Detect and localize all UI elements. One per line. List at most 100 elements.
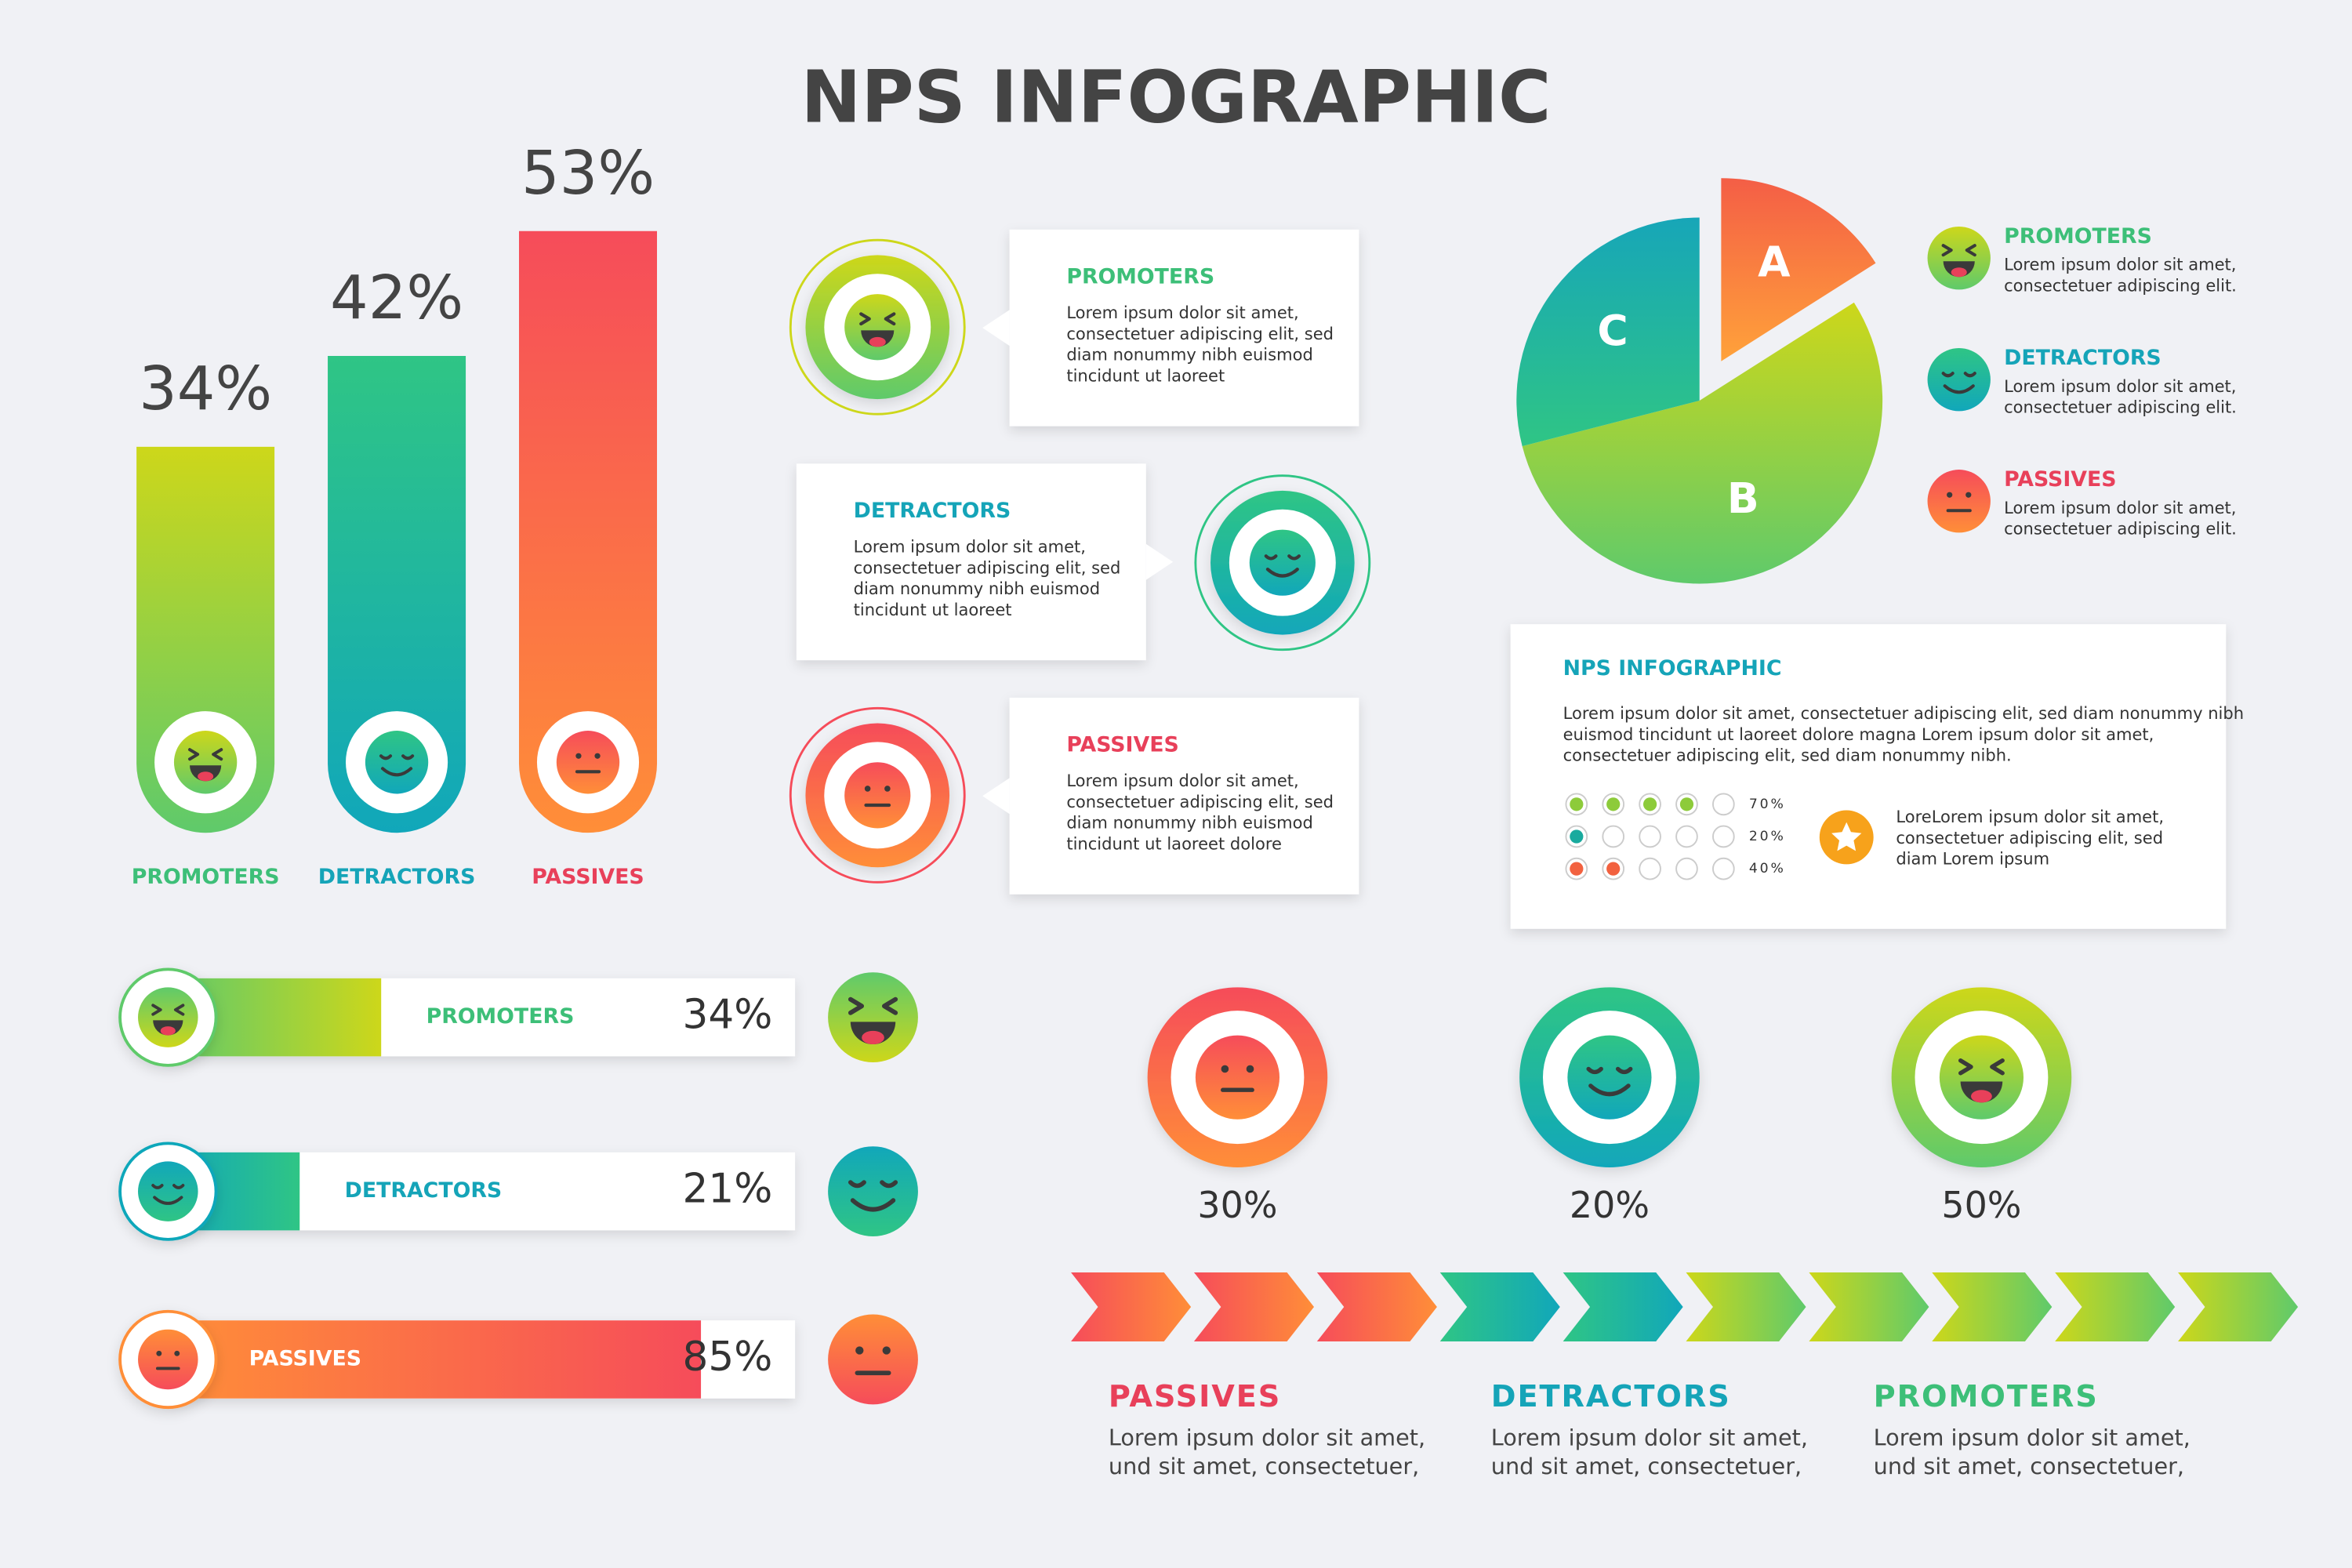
value-label: 20%: [1570, 1184, 1650, 1226]
eye: [864, 786, 871, 792]
face-disc: [1927, 226, 1991, 290]
chevron: [1071, 1272, 1192, 1342]
dot: [1711, 793, 1735, 816]
dot-row: [1565, 825, 1735, 848]
emoji-face: [556, 731, 620, 794]
eye: [575, 753, 582, 759]
body-text: tincidunt ut laoreet: [854, 600, 1012, 619]
dot-label: 70%: [1749, 797, 1786, 812]
body-text: consectetuer adipiscing elit, sed: [1066, 324, 1334, 343]
face-disc: [173, 731, 238, 794]
eye: [156, 1350, 162, 1356]
legend-title: DETRACTORS: [2004, 346, 2161, 370]
eye: [401, 754, 415, 760]
face-disc: [138, 987, 198, 1047]
chevron-group: [1686, 1272, 2299, 1342]
dot: [1639, 825, 1661, 848]
body-text: Lorem ipsum dolor sit amet,: [1066, 771, 1298, 790]
eye: [188, 748, 200, 761]
card: [1009, 229, 1359, 426]
chevron: [2055, 1272, 2176, 1342]
body-text: diam nonummy nibh euismod: [1066, 813, 1312, 833]
dot: [1602, 825, 1625, 848]
value-label: 85%: [683, 1334, 773, 1381]
eye: [379, 754, 393, 760]
body-text: consectetuer adipiscing elit.: [2004, 519, 2237, 539]
eye: [151, 1184, 164, 1189]
body-text: euismod tincidunt ut laoreet dolore magn…: [1563, 724, 2154, 744]
ring-halo: [789, 238, 966, 416]
pie-slice: [1516, 217, 1700, 447]
body-text: diam Lorem ipsum: [1896, 849, 2049, 869]
emoji-face: [138, 1161, 198, 1221]
body-text: Lorem ipsum dolor sit amet,: [2004, 376, 2236, 396]
face-disc: [1939, 1035, 2024, 1120]
body-text: und sit amet, consectetuer,: [1491, 1453, 1802, 1479]
eye: [848, 996, 865, 1015]
dot-fill: [1642, 797, 1657, 811]
body-text: tincidunt ut laoreet dolore: [1066, 834, 1282, 854]
eye: [1615, 1066, 1633, 1075]
chevron-group: [1439, 1272, 1683, 1342]
slice-label: A: [1758, 238, 1791, 287]
category-label: PASSIVES: [249, 1346, 361, 1370]
emoji-face: [1567, 1035, 1652, 1120]
slice-label: B: [1727, 474, 1759, 523]
chevron: [1809, 1272, 1929, 1342]
eye: [1941, 244, 1953, 257]
body-text: consectetuer adipiscing elit, sed: [854, 557, 1121, 577]
emoji-face: [1927, 348, 1991, 412]
dot: [1711, 825, 1735, 848]
card-title: DETRACTORS: [854, 499, 1011, 523]
body-text: diam nonummy nibh euismod: [854, 579, 1100, 598]
eye: [1965, 244, 1976, 257]
eye: [855, 1346, 864, 1355]
ring-halo: [789, 706, 966, 884]
tongue: [1971, 1090, 1992, 1103]
face-disc: [365, 731, 429, 794]
card-pointer: [1145, 543, 1174, 580]
emoji-face: [1195, 1035, 1280, 1120]
dot-fill: [1606, 862, 1621, 876]
ring-halo: [1194, 474, 1371, 652]
category-label: DETRACTORS: [1491, 1379, 1731, 1414]
eye: [859, 312, 871, 326]
category-label: DETRACTORS: [345, 1178, 503, 1203]
emoji-face: [1927, 470, 1991, 533]
dot-row: [1565, 857, 1735, 880]
mouth: [1265, 568, 1299, 578]
body-text: Lorem ipsum dolor sit amet,: [1491, 1424, 1808, 1450]
tongue: [160, 1026, 176, 1036]
face-disc: [138, 1161, 198, 1221]
card: [1009, 697, 1359, 895]
emoji-face: [828, 1146, 918, 1237]
emoji-face: [365, 731, 429, 794]
eye: [882, 996, 898, 1015]
chevron: [1563, 1272, 1683, 1342]
category-label: PROMOTERS: [426, 1004, 575, 1029]
body-text: Lorem ipsum dolor sit amet,: [1066, 303, 1298, 322]
body-text: Lorem ipsum dolor sit amet,: [2004, 498, 2236, 517]
body-text: consectetuer adipiscing elit.: [2004, 276, 2237, 296]
face-disc: [828, 1146, 918, 1237]
dot-fill: [1570, 829, 1584, 844]
body-text: tincidunt ut laoreet: [1066, 365, 1225, 385]
emoji-face: [138, 987, 198, 1047]
mouth: [380, 767, 413, 777]
category-label: PASSIVES: [1109, 1379, 1281, 1414]
eye: [173, 1004, 185, 1016]
eye: [1947, 492, 1953, 498]
card-title: PASSIVES: [1066, 733, 1178, 757]
legend-title: PASSIVES: [2004, 467, 2116, 492]
eye: [1586, 1066, 1603, 1075]
eye: [1287, 554, 1301, 561]
chevron: [1686, 1272, 1806, 1342]
face-disc: [1567, 1035, 1652, 1120]
emoji-face: [828, 1314, 918, 1405]
card-pointer: [982, 778, 1010, 815]
category-label: PROMOTERS: [132, 865, 280, 889]
bar: [518, 230, 658, 833]
body-text: consectetuer adipiscing elit, sed diam n…: [1563, 746, 2012, 765]
mouth: [153, 1196, 183, 1205]
